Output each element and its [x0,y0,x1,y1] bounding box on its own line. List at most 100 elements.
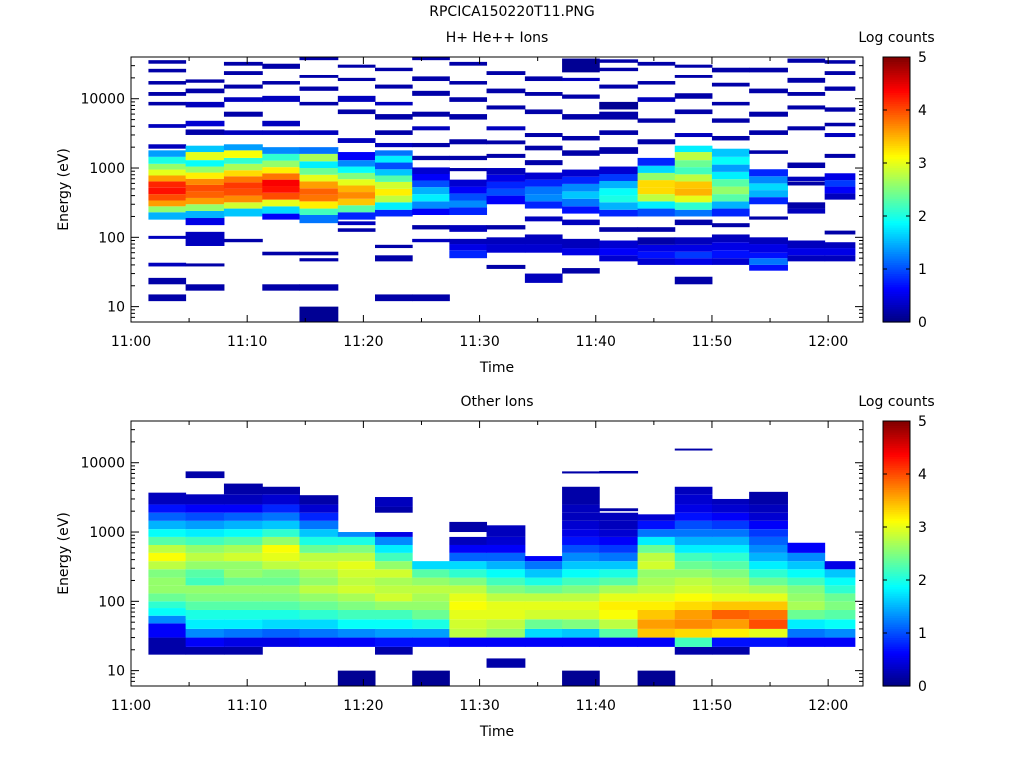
colorbar-segment [883,273,910,277]
colorbar-segment [883,257,910,261]
panel-title: Other Ions [460,394,533,410]
heatmap-cell [185,101,225,108]
heatmap-cell [562,198,600,207]
heatmap-cell [711,609,750,620]
heatmap-cell [486,153,526,158]
colorbar-segment [883,617,910,621]
heatmap-cell [337,109,376,115]
heatmap-cell [637,609,676,620]
heatmap-cell [223,130,263,135]
heatmap-cell [299,512,339,521]
heatmap-cell [787,248,826,256]
heatmap-cell [412,577,450,586]
colorbar-segment [883,513,910,517]
colorbar-segment [883,542,910,546]
heatmap-cell [185,619,225,629]
colorbar-segment [883,158,910,162]
heatmap-cell [749,252,788,259]
colorbar-segment [883,535,910,539]
heatmap-cell [486,609,526,620]
heatmap-cell [524,234,563,245]
heatmap-cell [185,609,225,620]
heatmap-cell [449,637,488,647]
colorbar-segment [883,436,910,440]
heatmap-cell [711,223,750,228]
heatmap-cell [185,601,225,610]
heatmap-cell [185,628,225,638]
heatmap-cell [674,64,713,68]
colorbar-segment [883,674,910,678]
heatmap-cell [223,238,263,243]
colorbar-segment [883,238,910,241]
heatmap-cell [599,84,639,89]
x-tick-label: 11:30 [459,698,499,714]
colorbar-segment [883,143,910,146]
heatmap-cell [824,593,856,602]
heatmap-cell [562,58,600,73]
heatmap-cell [674,219,713,226]
heatmap-cell [524,628,563,638]
figure-title: RPCICA150220T11.PNG [429,4,595,20]
heatmap-cell [337,609,376,620]
colorbar-tick-label: 0 [918,679,927,695]
heatmap-cell [787,561,826,570]
heatmap-cell [711,156,750,165]
heatmap-cell [223,529,263,537]
heatmap-cell [262,186,300,193]
heatmap-cell [562,628,600,638]
heatmap-cell [749,176,788,184]
heatmap-cell [185,512,225,521]
heatmap-cell [749,552,788,562]
heatmap-cell [599,174,639,181]
heatmap-cell [674,251,713,259]
heatmap-cell [637,569,676,578]
heatmap-cell [412,670,450,686]
heatmap-cell [599,619,639,629]
heatmap-cell [375,569,413,578]
colorbar-segment [883,677,910,680]
heatmap-cell [824,60,856,64]
heatmap-cell [674,188,713,196]
colorbar-segment [883,619,910,623]
colorbar-segment [883,319,910,323]
heatmap-cell [674,619,713,629]
colorbar-segment [883,593,910,597]
heatmap-cell [674,529,713,537]
heatmap-cell [223,84,263,89]
heatmap-cell [262,251,300,256]
heatmap-cell [337,77,376,82]
colorbar-segment [883,59,910,63]
heatmap-cell [524,593,563,602]
heatmap-cell [299,544,339,553]
heatmap-cell [674,512,713,521]
heatmap-cell [562,206,600,214]
heatmap-cell [185,178,225,185]
colorbar-segment [883,227,910,230]
heatmap-cell [299,174,339,182]
heatmap-cell [562,512,600,521]
colorbar-segment [883,310,910,314]
heatmap-cell [749,585,788,594]
colorbar-segment [883,167,910,171]
heatmap-cell [223,111,263,117]
heatmap-cell [749,536,788,545]
heatmap-cell [262,192,300,200]
heatmap-cell [711,101,750,106]
heatmap-cell [824,153,856,158]
heatmap-cell [524,160,563,166]
heatmap-cell [412,294,450,302]
heatmap-cell [486,126,526,131]
heatmap-cell [674,133,713,138]
heatmap-cell [674,276,713,285]
heatmap-cell [449,521,488,533]
heatmap-cell [223,601,263,610]
heatmap-cell [524,194,563,202]
heatmap-cell [599,111,639,120]
colorbar-segment [883,606,910,610]
colorbar-segment [883,511,910,515]
colorbar-segment [883,85,910,89]
heatmap-cell [711,208,750,217]
heatmap-cell [337,536,376,545]
heatmap-cell [824,180,856,187]
heatmap-cell [599,544,639,553]
